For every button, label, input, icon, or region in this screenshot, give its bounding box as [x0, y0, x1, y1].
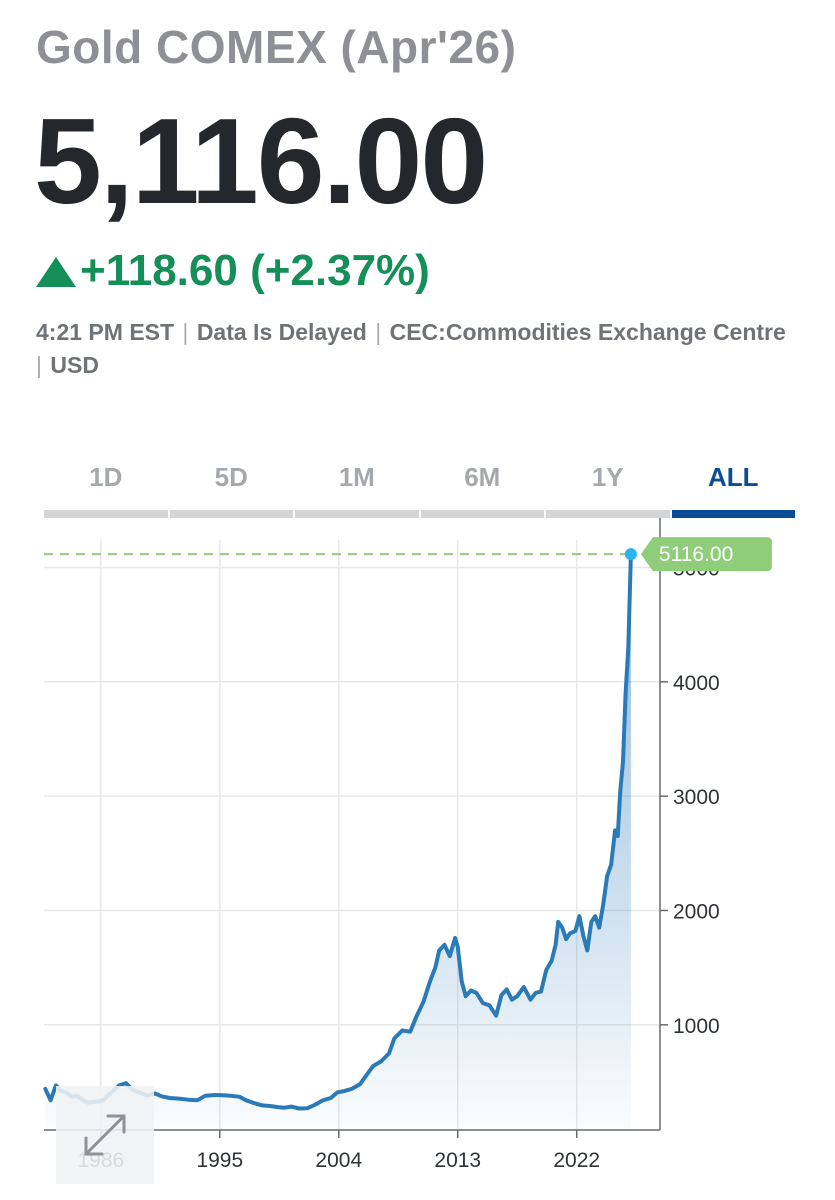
x-tick-label: 2004	[315, 1149, 362, 1172]
y-tick-label: 3000	[673, 786, 720, 809]
y-tick-label: 1000	[673, 1015, 720, 1038]
page-title: Gold COMEX (Apr'26)	[36, 21, 517, 73]
separator: |	[176, 319, 195, 345]
quote-meta: 4:21 PM EST | Data Is Delayed | CEC:Comm…	[36, 316, 796, 382]
x-tick-label: 2022	[553, 1149, 600, 1172]
price-area	[45, 554, 631, 1130]
currency: USD	[50, 352, 99, 378]
expand-chart-button[interactable]	[56, 1086, 154, 1184]
last-price-tag-shape	[640, 537, 772, 572]
last-price-marker	[624, 548, 637, 561]
exchange-name: CEC:Commodities Exchange Centre	[389, 319, 786, 345]
separator: |	[36, 352, 49, 378]
tab-all[interactable]: ALL	[671, 456, 795, 518]
time-range-tabs: 1D 5D 1M 6M 1Y ALL	[44, 456, 795, 518]
price-change-text: +118.60 (+2.37%)	[80, 246, 430, 295]
data-delay-note: Data Is Delayed	[196, 319, 367, 345]
y-tick-label: 4000	[673, 672, 720, 695]
last-price: 5,116.00	[34, 93, 488, 229]
tab-1y[interactable]: 1Y	[546, 456, 670, 518]
x-tick-label: 1995	[196, 1149, 243, 1172]
last-price-label: 5116.00	[659, 543, 733, 566]
x-tick-label: 2013	[434, 1149, 481, 1172]
tab-6m[interactable]: 6M	[420, 456, 544, 518]
up-arrow-icon	[36, 257, 76, 287]
last-price-tag: 5116.00	[640, 537, 772, 572]
tab-1d[interactable]: 1D	[44, 456, 168, 518]
y-tick-label: 2000	[673, 900, 720, 923]
expand-icon	[84, 1114, 126, 1156]
price-change: +118.60 (+2.37%)	[36, 246, 430, 296]
separator: |	[368, 319, 388, 345]
tab-1m[interactable]: 1M	[295, 456, 419, 518]
tab-5d[interactable]: 5D	[169, 456, 293, 518]
quote-time: 4:21 PM EST	[36, 319, 175, 345]
